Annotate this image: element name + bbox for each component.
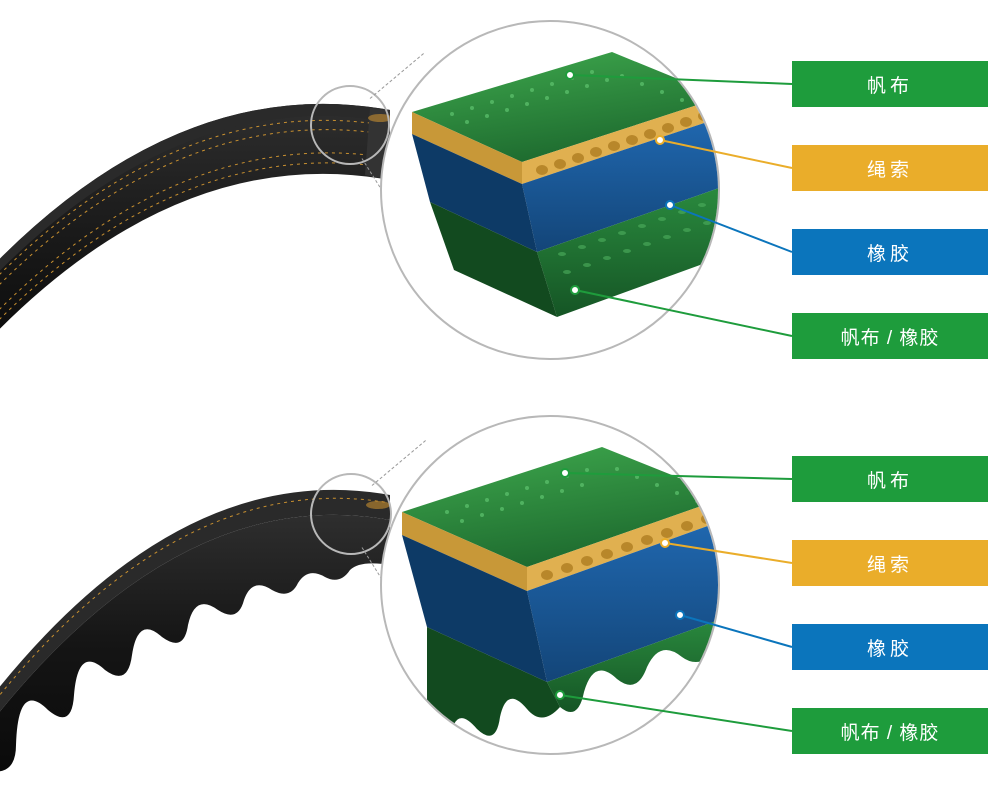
detail-ring [380, 415, 720, 755]
label-rubber: 橡胶 [792, 229, 988, 275]
source-ring [310, 85, 390, 165]
label-canvas-rubber: 帆布 / 橡胶 [792, 313, 988, 359]
diagram-cogged-vbelt: 帆布 绳索 橡胶 帆布 / 橡胶 [0, 395, 1003, 791]
belt-cross-section-plain [382, 22, 720, 360]
diagram-plain-vbelt: 帆布 绳索 橡胶 帆布 / 橡胶 [0, 0, 1003, 395]
label-rubber: 橡胶 [792, 624, 988, 670]
belt-plain-image [0, 40, 390, 360]
label-canvas: 帆布 [792, 456, 988, 502]
label-rope: 绳索 [792, 540, 988, 586]
detail-ring [380, 20, 720, 360]
label-rope: 绳索 [792, 145, 988, 191]
source-ring [310, 473, 392, 555]
belt-cross-section-cogged [382, 417, 720, 755]
label-canvas: 帆布 [792, 61, 988, 107]
label-canvas-rubber: 帆布 / 橡胶 [792, 708, 988, 754]
